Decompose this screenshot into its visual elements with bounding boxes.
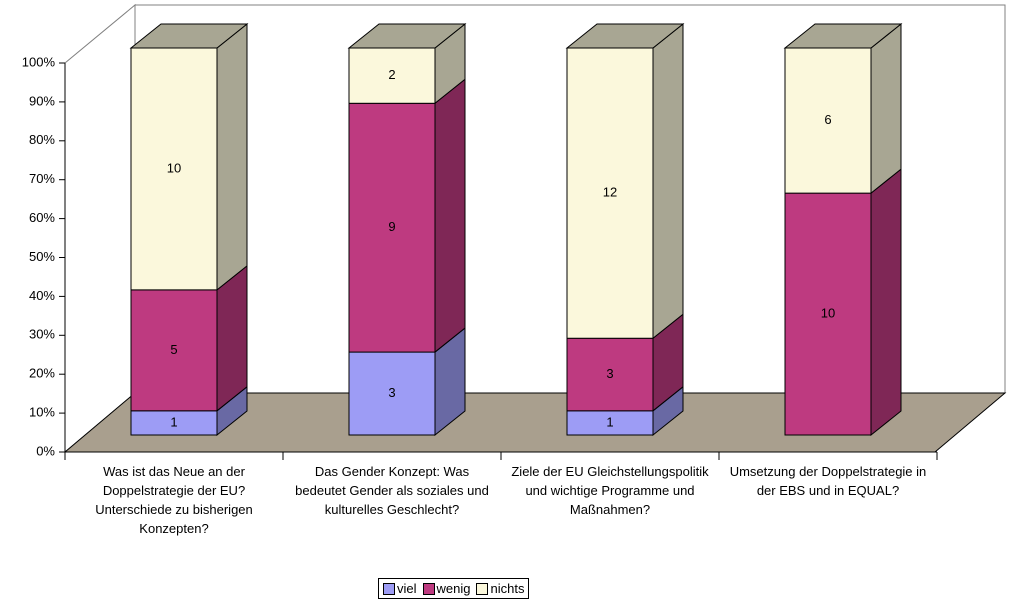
data-label: 1	[170, 414, 177, 429]
bar-side	[216, 22, 248, 291]
x-tick-label: Was ist das Neue an der Doppelstrategie …	[95, 464, 253, 536]
legend-label: wenig	[436, 581, 471, 596]
y-tick-label: 20%	[29, 366, 55, 381]
legend-swatch	[476, 582, 489, 595]
bar	[566, 337, 654, 412]
bar-side	[434, 78, 466, 354]
data-label: 10	[821, 306, 835, 321]
data-label: 1	[606, 414, 613, 429]
data-label: 6	[824, 112, 831, 127]
y-tick-label: 0%	[36, 443, 55, 458]
bar	[130, 47, 218, 291]
bar	[130, 289, 218, 412]
y-tick-label: 100%	[22, 54, 56, 69]
bar	[130, 410, 218, 436]
legend-item: viel	[383, 581, 417, 596]
bar	[566, 410, 654, 436]
legend-item: nichts	[476, 581, 524, 596]
data-label: 12	[603, 185, 617, 200]
y-tick-label: 80%	[29, 132, 55, 147]
bar-top	[129, 23, 249, 49]
data-label: 2	[388, 67, 395, 82]
x-tick-label: Umsetzung der Doppelstrategie in der EBS…	[729, 464, 927, 498]
legend-label: viel	[397, 581, 417, 596]
x-tick-label: Ziele der EU Gleichstellungspolitik und …	[511, 464, 709, 517]
bar-side	[870, 22, 902, 195]
y-tick-label: 30%	[29, 327, 55, 342]
bar-top	[783, 23, 903, 49]
bar-side	[216, 264, 248, 412]
data-label: 3	[606, 366, 613, 381]
data-label: 3	[388, 385, 395, 400]
bar-side	[870, 168, 902, 437]
legend: viel wenig nichts	[378, 578, 530, 599]
legend-item: wenig	[422, 581, 471, 596]
legend-swatch	[422, 582, 435, 595]
y-tick-label: 10%	[29, 405, 55, 420]
bar-side	[652, 22, 684, 340]
bar	[348, 47, 436, 104]
bar	[566, 47, 654, 339]
bar	[348, 351, 436, 436]
bar	[784, 47, 872, 194]
data-label: 5	[170, 342, 177, 357]
y-tick-label: 90%	[29, 93, 55, 108]
legend-label: nichts	[490, 581, 525, 596]
left-wall	[64, 3, 136, 454]
bar-top	[565, 23, 685, 49]
data-label: 9	[388, 219, 395, 234]
x-tick-label: Das Gender Konzept: Was bedeutet Gender …	[295, 464, 489, 517]
y-tick-label: 40%	[29, 288, 55, 303]
bar-top	[347, 23, 467, 49]
y-tick-label: 60%	[29, 210, 55, 225]
data-label: 10	[167, 160, 181, 175]
bar	[784, 192, 872, 436]
y-tick-label: 70%	[29, 171, 55, 186]
y-tick-label: 50%	[29, 249, 55, 264]
legend-swatch	[383, 582, 395, 595]
